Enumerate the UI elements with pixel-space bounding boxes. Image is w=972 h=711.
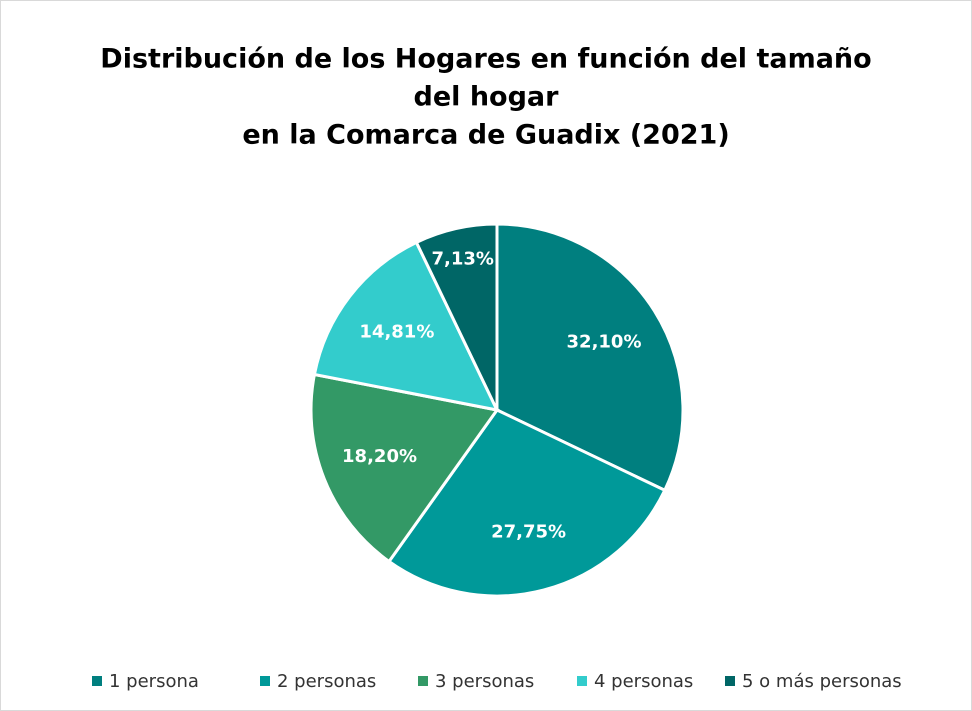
pie-slice: [414, 222, 499, 411]
legend-marker: [725, 676, 735, 686]
pie-slice: [312, 240, 500, 413]
legend-label: 1 persona: [109, 671, 199, 692]
pie-slice: [495, 222, 685, 493]
data-label: 27,75%: [491, 521, 566, 542]
legend-marker: [418, 676, 428, 686]
legend-label: 4 personas: [594, 671, 693, 692]
legend-label: 3 personas: [435, 671, 534, 692]
legend-label: 5 o más personas: [742, 671, 902, 692]
legend-label: 2 personas: [277, 671, 376, 692]
data-label: 18,20%: [342, 446, 417, 467]
chart-title: Distribución de los Hogares en función d…: [100, 44, 871, 75]
chart-title: del hogar: [414, 82, 560, 113]
pie-slice: [386, 408, 667, 598]
legend-marker: [577, 676, 587, 686]
data-label: 14,81%: [359, 322, 434, 343]
data-label: 7,13%: [431, 248, 493, 269]
legend-marker: [260, 676, 270, 686]
pie-slice: [309, 372, 500, 564]
chart-title: en la Comarca de Guadix (2021): [242, 120, 729, 151]
data-label: 32,10%: [567, 332, 642, 353]
legend-marker: [92, 676, 102, 686]
